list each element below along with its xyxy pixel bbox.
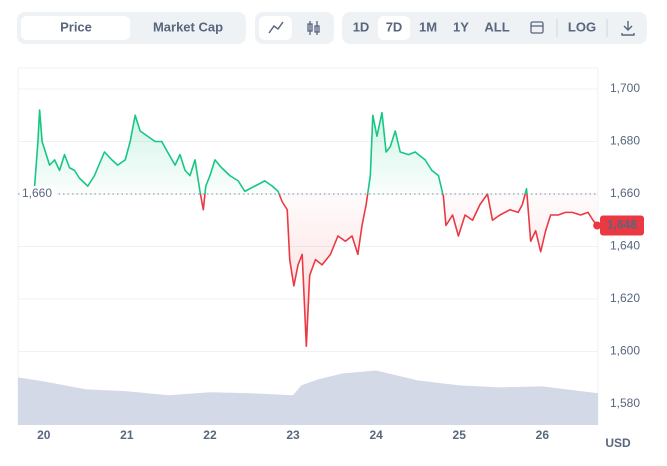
y-tick-label: 1,580 [610,396,640,410]
range-group [342,12,647,44]
range-1m[interactable]: 1M [419,19,437,34]
tab-price[interactable]: Price [60,19,92,34]
range-1d[interactable]: 1D [353,19,370,34]
y-tick-label: 1,640 [610,239,640,253]
candle-icon[interactable] [307,21,320,35]
price-badge [600,215,644,236]
x-tick-label: 24 [369,428,383,442]
y-tick-label: 1,600 [610,344,640,358]
tab-selected-bg [21,16,130,40]
range-selected-bg [378,16,410,40]
y-unit: USD [605,436,631,450]
x-tick-label: 23 [286,428,300,442]
price-area [34,110,598,347]
x-tick-label: 22 [203,428,217,442]
range-7d[interactable]: 7D [386,19,403,34]
tab-market-cap[interactable]: Market Cap [153,19,223,34]
price-line [33,109,598,348]
line-icon[interactable] [268,21,284,34]
baseline-label-bg [20,186,56,202]
y-tick-label: 1,620 [610,291,640,305]
x-tick-label: 21 [120,428,134,442]
x-tick-label: 25 [453,428,467,442]
y-tick-label: 1,680 [610,134,640,148]
baseline-label: 1,660 [22,186,52,200]
y-tick-label: 1,700 [610,81,640,95]
x-tick-label: 26 [536,428,550,442]
calendar-icon[interactable] [530,21,544,34]
volume-area [18,370,598,425]
range-all[interactable]: ALL [484,19,509,34]
log-toggle[interactable]: LOG [568,19,596,34]
x-tick-label: 20 [37,428,51,442]
last-point [593,221,602,230]
range-1y[interactable]: 1Y [453,19,469,34]
download-icon[interactable] [621,21,635,36]
y-tick-label: 1,660 [610,186,640,200]
price-badge-label: 1,648 [607,218,637,232]
